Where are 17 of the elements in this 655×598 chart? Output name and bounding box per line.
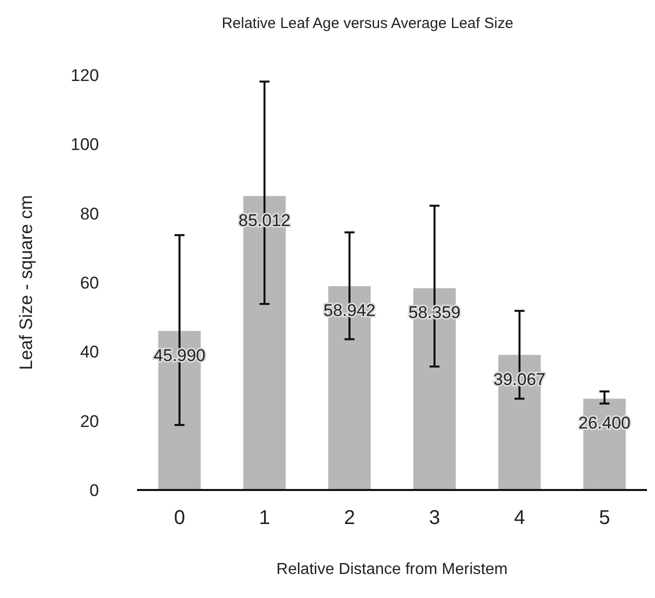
- y-tick-label: 60: [80, 273, 99, 292]
- x-tick-label: 5: [598, 507, 610, 529]
- y-tick-label: 0: [90, 480, 99, 500]
- y-tick-label: 20: [80, 412, 99, 431]
- data-label: 26.400: [578, 414, 630, 433]
- x-tick-label: 1: [258, 507, 270, 529]
- x-tick-label: 4: [514, 507, 526, 529]
- x-tick-label: 0: [174, 507, 186, 529]
- x-axis-title: Relative Distance from Meristem: [276, 561, 508, 578]
- chart-title: Relative Leaf Age versus Average Leaf Size: [222, 15, 514, 32]
- x-tick-label: 2: [344, 507, 356, 529]
- y-axis-title: Leaf Size - square cm: [16, 194, 36, 370]
- y-tick-label: 120: [70, 66, 99, 85]
- y-tick-label: 100: [70, 135, 99, 154]
- y-tick-label: 40: [80, 342, 99, 362]
- x-tick-label: 3: [428, 507, 440, 529]
- y-tick-label: 80: [80, 204, 99, 224]
